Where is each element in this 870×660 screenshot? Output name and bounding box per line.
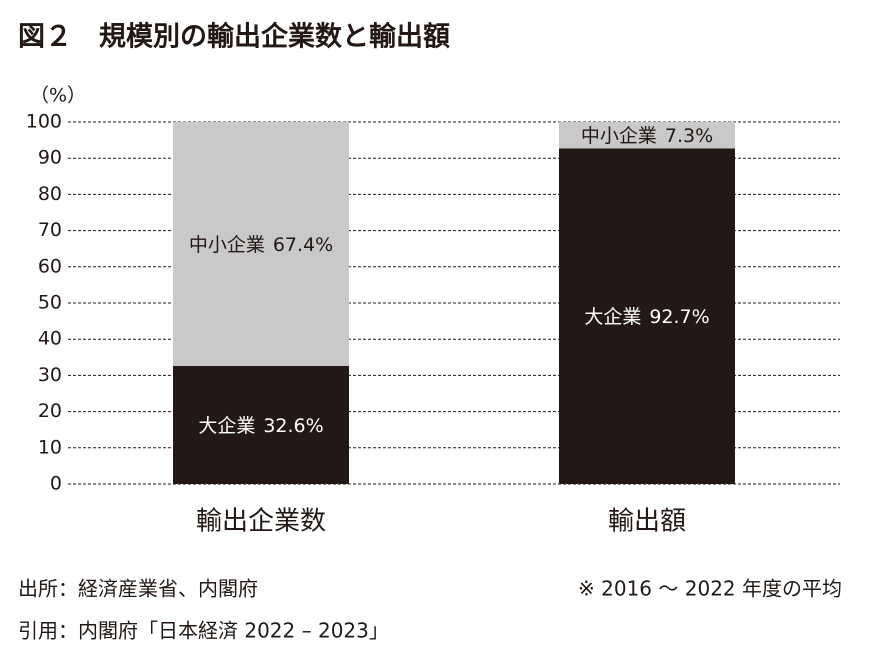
value-text: 7.3% (665, 125, 713, 147)
value-text: 92.7% (649, 306, 709, 328)
series-name: 大企業 (584, 306, 641, 328)
x-tick-label: 輸出額 (608, 507, 686, 537)
y-axis-label: （%） (30, 85, 86, 107)
note: ※ 2016 ～ 2022 年度の平均 (578, 577, 842, 601)
y-tick-label: 70 (38, 219, 62, 241)
y-tick-label: 0 (50, 473, 62, 495)
citation: 引用：内閣府「日本経済 2022 – 2023」 (18, 619, 389, 643)
y-tick-label: 40 (38, 328, 62, 350)
y-tick-label: 80 (38, 183, 62, 205)
value-text: 32.6% (263, 414, 323, 436)
grid (68, 121, 840, 485)
y-tick-label: 30 (38, 364, 62, 386)
x-tick-label: 輸出企業数 (196, 507, 326, 537)
bar-segment (559, 148, 735, 484)
bar-segment (173, 122, 349, 366)
y-tick-label: 10 (38, 436, 62, 458)
series-name: 中小企業 (189, 233, 265, 255)
y-tick-label: 50 (38, 292, 62, 314)
y-tick-label: 20 (38, 400, 62, 422)
bar-segment (173, 365, 349, 484)
value-label: 中小企業 67.4% (189, 233, 333, 255)
series-name: 中小企業 (581, 125, 657, 147)
bar-segment (559, 122, 735, 149)
source: 出所：経済産業省、内閣府 (18, 577, 258, 601)
value-label: 大企業 32.6% (198, 414, 323, 436)
value-label: 大企業 92.7% (584, 306, 709, 328)
value-text: 67.4% (273, 233, 333, 255)
y-tick-label: 100 (26, 111, 62, 133)
value-label: 中小企業 7.3% (581, 125, 713, 147)
y-tick-label: 90 (38, 147, 62, 169)
chart-title: 図２ 規模別の輸出企業数と輸出額 (18, 21, 450, 53)
y-tick-label: 60 (38, 255, 62, 277)
series-name: 大企業 (198, 414, 255, 436)
